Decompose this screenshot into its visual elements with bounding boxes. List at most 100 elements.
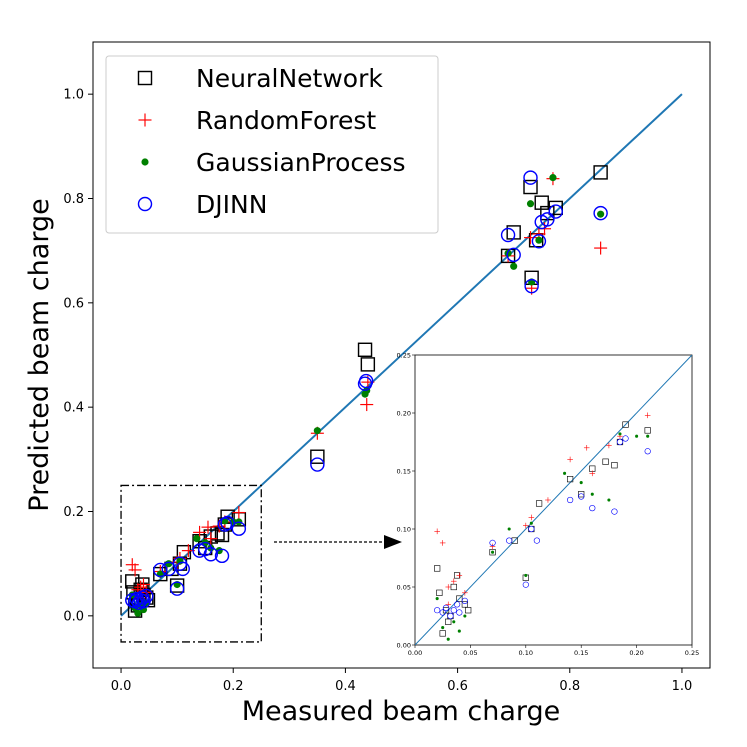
gaussianprocess-point xyxy=(597,210,605,218)
inset-randomforest-point xyxy=(489,543,496,550)
randomforest-point xyxy=(201,520,215,534)
inset-gaussianprocess-point xyxy=(457,629,461,633)
inset-axis-ticks: 0.00 0.05 0.10 0.15 0.20 0.25 0.00 0.05 0.10 0.15… xyxy=(397,351,700,657)
inset-neuralnetwork-point xyxy=(436,589,443,596)
djinn-point xyxy=(593,205,608,221)
inset-neuralnetwork-point xyxy=(456,595,463,602)
inset-djinn-point xyxy=(611,508,618,515)
inset-djinn-point xyxy=(533,537,540,544)
inset-djinn-point xyxy=(450,607,457,614)
inset-djinn-point xyxy=(461,597,468,605)
inset-randomforest-point xyxy=(567,456,573,463)
inset-neuralnetwork-point xyxy=(434,565,441,572)
djinn-point xyxy=(220,515,235,531)
gaussianprocess-point xyxy=(313,427,321,435)
legend-label: NeuralNetwork xyxy=(196,64,383,93)
legend-gaussianprocess-marker xyxy=(141,158,149,166)
neuralnetwork-point xyxy=(593,165,608,180)
y-tick-label: 0.0 xyxy=(63,609,84,624)
inset-neuralnetwork-point xyxy=(578,491,585,498)
inset-djinn-point xyxy=(439,609,446,616)
legend-entry-djinn: DJINN xyxy=(137,190,267,219)
inset-neuralnetwork-point xyxy=(439,630,446,637)
inset-randomforest-point xyxy=(462,590,468,596)
inset-x-tick-label: 0.10 xyxy=(519,649,533,657)
djinn-point xyxy=(231,521,247,536)
legend: NeuralNetwork RandomForest GaussianProcess… xyxy=(105,55,439,234)
inset-x-tick-label: 0.25 xyxy=(685,649,699,657)
inset-gaussianprocess-point xyxy=(529,521,533,525)
inset-djinn-point xyxy=(644,448,651,455)
inset-neuralnetwork-point xyxy=(442,607,450,614)
djinn-point xyxy=(548,204,563,219)
y-tick-label: 0.8 xyxy=(63,192,84,207)
inset-djinn-point xyxy=(578,493,585,500)
djinn-point xyxy=(214,548,230,564)
djinn-point xyxy=(500,227,516,243)
zoom-box xyxy=(120,484,262,643)
inset-gaussianprocess-point xyxy=(563,471,567,475)
inset-y-tick-label: 0.05 xyxy=(397,583,411,591)
inset-y-tick-label: 0.15 xyxy=(397,467,411,475)
inset-x-tick-label: 0.20 xyxy=(629,649,643,657)
gaussianprocess-point xyxy=(535,236,543,244)
neuralnetwork-point xyxy=(548,200,563,216)
inset-gaussianprocess-point xyxy=(590,492,594,496)
inset-djinn-point xyxy=(447,612,454,620)
randomforest-point xyxy=(128,563,142,577)
inset-randomforest-point xyxy=(456,572,463,579)
inset-randomforest-point xyxy=(439,540,446,546)
x-tick-label: 1.0 xyxy=(672,679,693,694)
gaussianprocess-point xyxy=(549,174,557,182)
inset-randomforest-point xyxy=(644,412,651,419)
randomforest-point xyxy=(360,398,374,412)
inset-x-tick-label: 0.00 xyxy=(408,649,422,657)
inset-y-tick-label: 0.10 xyxy=(397,525,411,533)
y-tick-label: 0.4 xyxy=(63,401,84,416)
y-tick-label: 0.6 xyxy=(63,296,84,311)
x-tick-label: 0.6 xyxy=(447,679,468,694)
legend-label: GaussianProcess xyxy=(196,148,406,177)
legend-entry-randomforest: RandomForest xyxy=(138,106,376,135)
inset-gaussianprocess-point xyxy=(507,527,511,531)
gaussianprocess-point xyxy=(526,200,535,208)
djinn-point xyxy=(310,457,325,472)
djinn-point xyxy=(540,212,555,227)
legend-entry-neuralnetwork: NeuralNetwork xyxy=(137,64,383,93)
inset-x-tick-label: 0.05 xyxy=(463,649,477,657)
gaussianprocess-point xyxy=(193,535,201,543)
inset-djinn-point xyxy=(456,609,463,616)
inset-randomforest-point xyxy=(528,514,535,521)
inset-djinn-point xyxy=(506,537,513,544)
inset-y-tick-label: 0.25 xyxy=(397,351,411,359)
x-tick-label: 0.4 xyxy=(335,679,356,694)
legend-label: RandomForest xyxy=(196,106,376,135)
djinn-point xyxy=(217,517,233,532)
randomforest-point xyxy=(524,231,538,245)
inset-neuralnetwork-point xyxy=(622,421,629,428)
djinn-point xyxy=(153,562,168,578)
djinn-point xyxy=(524,278,539,294)
inset-neuralnetwork-point xyxy=(465,607,472,614)
inset-gaussianprocess-point xyxy=(452,620,456,624)
inset-gaussianprocess-point xyxy=(635,434,639,438)
inset-djinn-point xyxy=(616,438,624,446)
inset-neuralnetwork-point xyxy=(611,462,618,469)
inset-neuralnetwork-point xyxy=(535,500,543,507)
inset-randomforest-point xyxy=(450,578,457,584)
neuralnetwork-point xyxy=(357,342,373,357)
inset-randomforest-point xyxy=(545,497,551,503)
neuralnetwork-point xyxy=(220,509,235,524)
inset-djinn-point xyxy=(434,607,441,614)
inset-djinn-point xyxy=(489,539,496,547)
djinn-point xyxy=(139,588,154,604)
inset-djinn-point xyxy=(442,604,450,611)
inset-y-tick-label: 0.00 xyxy=(397,641,411,649)
y-tick-label: 1.0 xyxy=(63,88,84,103)
djinn-point xyxy=(197,541,213,557)
inset-neuralnetwork-point xyxy=(461,601,468,608)
neuralnetwork-point xyxy=(310,449,325,464)
legend-randomforest-marker xyxy=(138,113,152,127)
y-tick-label: 0.2 xyxy=(63,505,84,520)
identity-line xyxy=(120,93,683,617)
